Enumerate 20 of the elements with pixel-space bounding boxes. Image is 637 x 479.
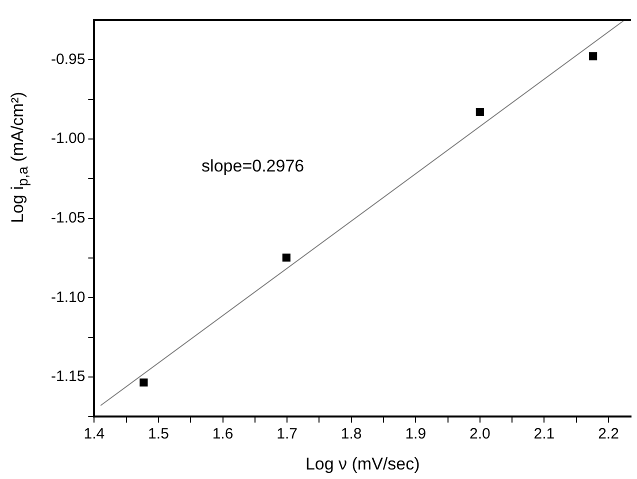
x-tick-label: 1.5 <box>148 426 169 443</box>
point <box>140 378 148 387</box>
y-tick-label: -1.15 <box>50 368 86 386</box>
x-tick-label: 1.7 <box>276 426 298 443</box>
x-tick-label: 2.2 <box>598 426 619 443</box>
x-tick-label: 2.1 <box>534 426 555 443</box>
text: 2.0 <box>469 426 490 443</box>
text: -1.00 <box>50 130 86 148</box>
x-tick-label: 1.6 <box>212 426 234 443</box>
x-axis-title: Log ν (mV/sec) <box>305 454 420 474</box>
y-tick-label: -0.95 <box>50 50 86 68</box>
point <box>476 108 484 116</box>
annotation: slope=0.2976 <box>202 156 304 176</box>
x-tick-label: 1.8 <box>340 426 362 443</box>
point <box>589 52 598 60</box>
text: -1.10 <box>50 288 86 306</box>
y-tick-label: -1.05 <box>50 209 86 226</box>
x-tick-label: 1.4 <box>84 426 105 443</box>
x-tick-label: 1.9 <box>405 426 426 443</box>
point <box>282 254 290 262</box>
